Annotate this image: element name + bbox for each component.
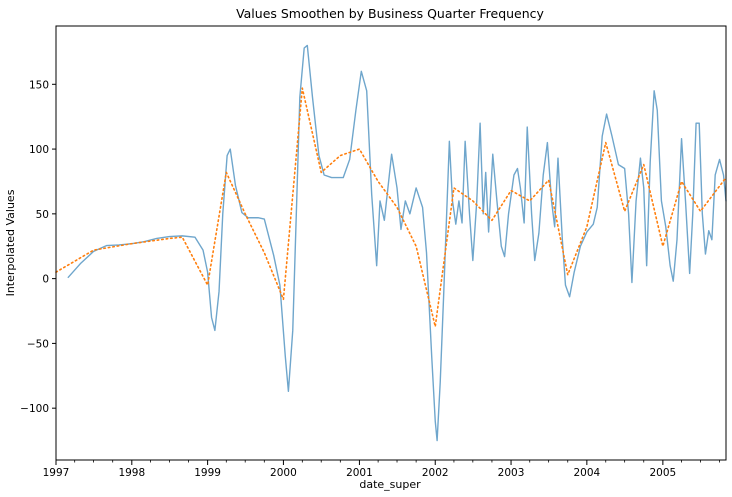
y-tick-label: 150: [29, 79, 49, 91]
x-axis-label: date_super: [359, 478, 421, 491]
chart-title: Values Smoothen by Business Quarter Freq…: [236, 6, 544, 21]
y-tick-label: 50: [36, 209, 49, 221]
y-tick-label: −100: [20, 403, 49, 415]
x-tick-label: 1998: [118, 467, 145, 479]
x-axis-ticks: 1997 1998 1999 2000 2001 2002 2003 2004 2005: [43, 460, 720, 479]
y-tick-label: 100: [29, 144, 49, 156]
x-tick-label: 2005: [649, 467, 676, 479]
x-tick-label: 1997: [43, 467, 70, 479]
x-tick-label: 2004: [573, 467, 600, 479]
x-tick-label: 2002: [422, 467, 449, 479]
y-axis-ticks: −100 −50 0 50 100 150: [20, 79, 56, 415]
series-layer: [55, 44, 727, 442]
y-tick-label: 0: [42, 274, 49, 286]
y-tick-label: −50: [27, 338, 49, 350]
x-tick-label: 2000: [270, 467, 297, 479]
y-axis-label: Interpolated Values: [4, 189, 17, 296]
plot-frame: [55, 25, 727, 461]
x-tick-label: 2001: [346, 467, 373, 479]
x-tick-label: 1999: [194, 467, 221, 479]
series-line-2: [55, 87, 727, 328]
series-line-1: [67, 44, 727, 442]
x-tick-label: 2003: [498, 467, 525, 479]
